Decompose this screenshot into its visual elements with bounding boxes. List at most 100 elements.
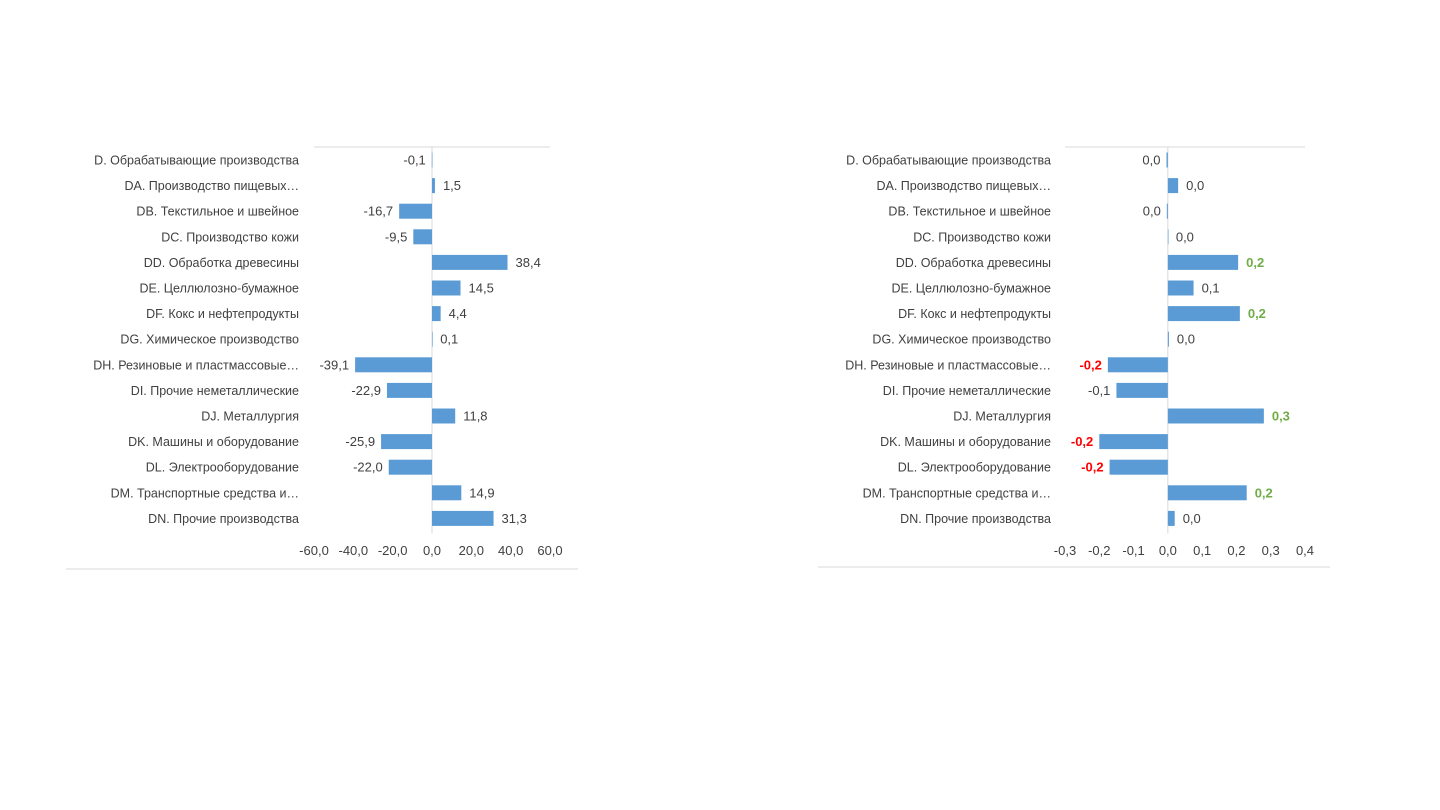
chart-right-bar (1099, 434, 1168, 450)
chart-left-data-label: 0,1 (440, 332, 458, 347)
chart-left-bar (399, 203, 432, 219)
chart-right-category-label: DL. Электрооборудование (898, 461, 1051, 475)
chart-right-bar (1166, 203, 1168, 219)
chart-right-bar (1167, 178, 1179, 194)
chart-right-category-label: DA. Производство пищевых… (876, 179, 1051, 193)
chart-right-bar (1116, 382, 1168, 398)
chart-left-category-label: DK. Машины и оборудование (128, 435, 299, 449)
chart-right-category-label: DI. Прочие неметаллические (883, 384, 1051, 398)
chart-right-bar (1167, 254, 1239, 270)
chart-left-data-label: -22,0 (353, 460, 383, 475)
chart-right-category-label: DK. Машины и оборудование (880, 435, 1051, 449)
chart-right-tick-label: -0,3 (1054, 543, 1076, 558)
chart-right-bar (1167, 306, 1240, 322)
chart-right-category-label: DN. Прочие производства (900, 512, 1051, 526)
chart-left-data-label: -25,9 (345, 434, 375, 449)
chart-left-category-label: DB. Текстильное и швейное (136, 205, 299, 219)
chart-left-tick-label: -20,0 (378, 543, 408, 558)
chart-left-tick-label: 20,0 (459, 543, 484, 558)
chart-right-data-label: 0,0 (1176, 229, 1194, 244)
chart-right-tick-label: -0,1 (1122, 543, 1144, 558)
chart-right-data-label: 0,0 (1143, 204, 1161, 219)
chart-left-bar (386, 382, 432, 398)
chart-left-data-label: 14,5 (469, 281, 494, 296)
chart-left-group: D. Обрабатывающие производства -0,1 DA. Пр… (66, 146, 578, 570)
chart-right-bar (1107, 357, 1168, 373)
chart-left-data-label: 1,5 (443, 178, 461, 193)
chart-left-tick-label: -60,0 (299, 543, 329, 558)
chart-right-category-label: DD. Обработка древесины (896, 256, 1051, 270)
chart-right-group: D. Обрабатывающие производства 0,0 DA. Про… (818, 146, 1330, 568)
chart-left-bar (413, 229, 432, 245)
chart-left-category-label: DE. Целлюлозно-бумажное (140, 282, 300, 296)
chart-right-tick-label: 0,2 (1227, 543, 1245, 558)
chart-right-category-label: DJ. Металлургия (953, 410, 1051, 424)
chart-left-category-label: DD. Обработка древесины (144, 256, 299, 270)
chart-left-category-label: DI. Прочие неметаллические (131, 384, 299, 398)
chart-left-bar (381, 434, 432, 450)
chart-right-bar (1167, 331, 1169, 347)
chart-left-data-label: 38,4 (516, 255, 541, 270)
chart-right-category-label: D. Обрабатывающие производства (846, 154, 1051, 168)
chart-left-category-label: DN. Прочие производства (148, 512, 299, 526)
chart-left-bar (432, 408, 456, 424)
chart-left-data-label: 31,3 (502, 511, 527, 526)
chart-right-bar (1167, 485, 1247, 501)
chart-left-category-label: DH. Резиновые и пластмассовые… (93, 358, 299, 372)
chart-left-data-label: -22,9 (351, 383, 381, 398)
chart-right-bar (1166, 152, 1168, 168)
chart-right-category-label: DH. Резиновые и пластмассовые… (845, 358, 1051, 372)
chart-right-data-label: -0,1 (1088, 383, 1110, 398)
chart-left-bar (388, 459, 432, 475)
chart-left-data-label: 14,9 (469, 485, 494, 500)
chart-left-category-label: DF. Кокс и нефтепродукты (146, 307, 299, 321)
chart-left-tick-label: 0,0 (423, 543, 441, 558)
chart-right-tick-label: -0,2 (1088, 543, 1110, 558)
chart-left-data-label: 4,4 (449, 306, 467, 321)
chart-right-data-label: 0,0 (1142, 153, 1160, 168)
chart-right-data-label: -0,2 (1081, 460, 1103, 475)
chart-right-category-label: DE. Целлюлозно-бумажное (892, 282, 1052, 296)
chart-left-category-label: DJ. Металлургия (201, 410, 299, 424)
chart-left-data-label: 11,8 (463, 409, 487, 424)
chart-right-data-label: 0,3 (1272, 409, 1290, 424)
chart-left-bar (432, 306, 441, 322)
chart-left-category-label: DA. Производство пищевых… (124, 179, 299, 193)
chart-left-bar (432, 280, 461, 296)
chart-right-data-label: 0,2 (1255, 485, 1273, 500)
chart-right-data-label: 0,2 (1248, 306, 1266, 321)
chart-left-category-label: DL. Электрооборудование (146, 461, 299, 475)
chart-left-tick-label: -40,0 (339, 543, 369, 558)
chart-left-bar (432, 485, 462, 501)
chart-right-data-label: 0,0 (1183, 511, 1201, 526)
chart-left-bar (432, 510, 494, 526)
chart-left-category-label: DC. Производство кожи (161, 230, 299, 244)
chart-left-bar (431, 152, 433, 168)
chart-left-bar (432, 254, 508, 270)
chart-right-category-label: DG. Химическое производство (872, 333, 1051, 347)
chart-right-bar (1167, 280, 1194, 296)
chart-left-category-label: D. Обрабатывающие производства (94, 154, 299, 168)
chart-left-category-label: DM. Транспортные средства и… (111, 486, 299, 500)
chart-right-category-label: DM. Транспортные средства и… (863, 486, 1051, 500)
chart-left-data-label: -39,1 (319, 357, 349, 372)
chart-right-data-label: 0,0 (1177, 332, 1195, 347)
chart-left-bar (432, 331, 433, 347)
chart-right-tick-label: 0,1 (1193, 543, 1211, 558)
chart-left-tick-label: 60,0 (537, 543, 562, 558)
chart-right-bar (1167, 229, 1169, 245)
chart-left-data-label: -9,5 (385, 229, 407, 244)
chart-left-data-label: -16,7 (364, 204, 394, 219)
chart-right-bar (1167, 510, 1175, 526)
chart-right-data-label: 0,0 (1186, 178, 1204, 193)
chart-left-bar (432, 178, 435, 194)
chart-right-tick-label: 0,3 (1262, 543, 1280, 558)
chart-right-bar (1109, 459, 1168, 475)
chart-right-data-label: 0,1 (1202, 281, 1220, 296)
chart-right-tick-label: 0,0 (1159, 543, 1177, 558)
chart-right-data-label: -0,2 (1071, 434, 1093, 449)
chart-left-category-label: DG. Химическое производство (120, 333, 299, 347)
chart-right-data-label: -0,2 (1079, 357, 1101, 372)
chart-right-category-label: DC. Производство кожи (913, 230, 1051, 244)
